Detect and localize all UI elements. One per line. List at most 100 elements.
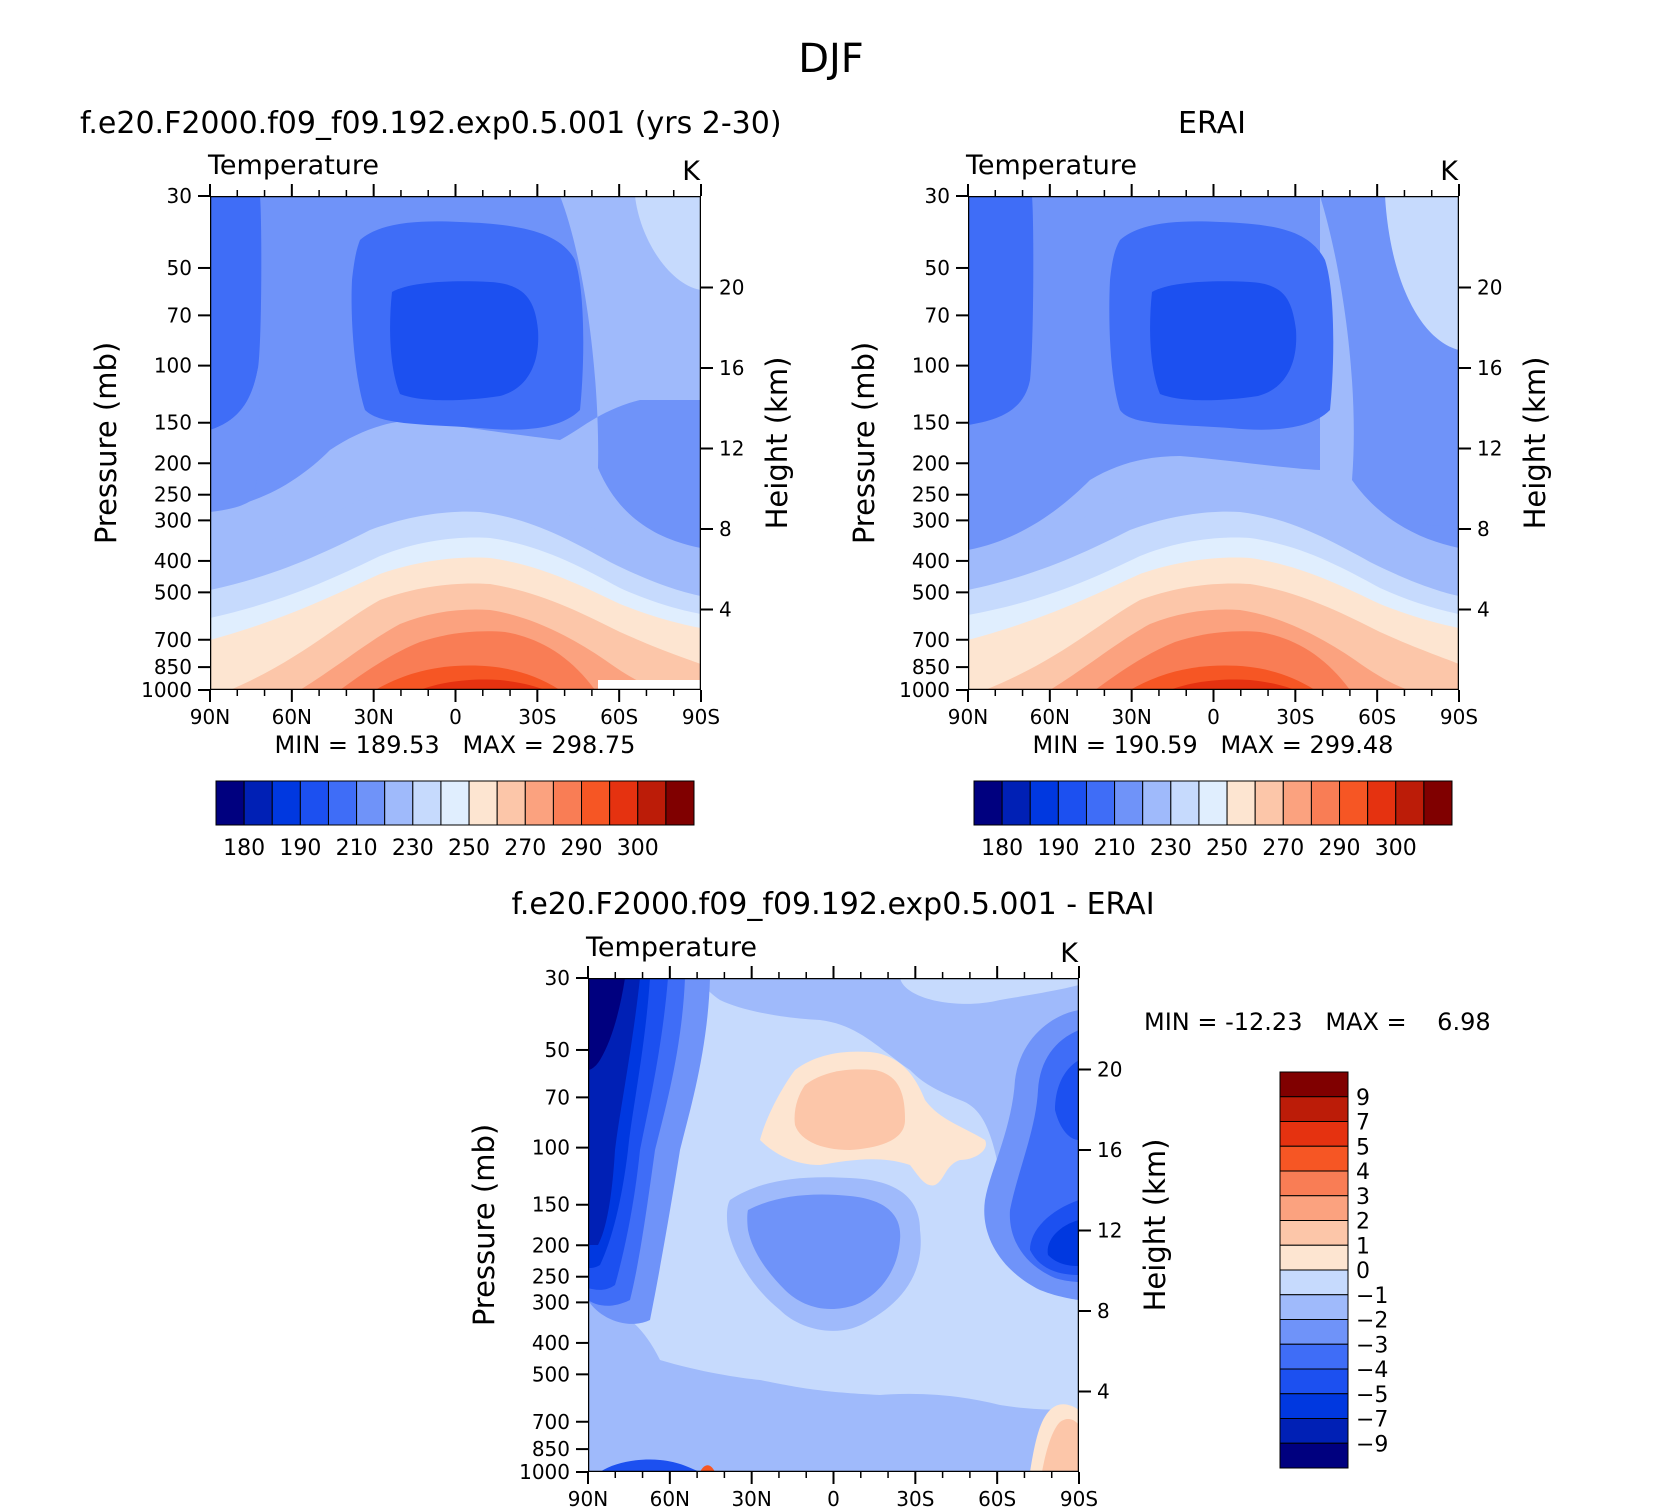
right-tick-label: 12 <box>719 436 744 460</box>
y-tick-label: 50 <box>167 256 192 280</box>
colorbar-label: −7 <box>1356 1408 1388 1433</box>
panel-diff-units: K <box>1060 938 1079 969</box>
colorbar-label: 5 <box>1356 1135 1370 1160</box>
x-tick-label: 0 <box>827 1487 840 1511</box>
x-tick-label: 90S <box>682 705 720 729</box>
x-tick-label: 60N <box>272 705 312 729</box>
colorbar-label: 300 <box>617 836 659 861</box>
y-tick-label: 70 <box>167 303 192 327</box>
colorbar-box <box>243 780 273 826</box>
panel-obs: ERAI Temperature K 90N 60N 30N 0 30S 60S 90S 30… <box>847 106 1552 861</box>
y-tick-label: 300 <box>532 1290 570 1314</box>
sh-surface-warm-2 <box>1042 1418 1079 1472</box>
colorbar-label: 230 <box>1150 836 1192 861</box>
colorbar-label: 290 <box>561 836 603 861</box>
colorbar-label: 190 <box>1037 836 1079 861</box>
colorbar-label: −9 <box>1356 1432 1388 1457</box>
panel-model-colorbar: 180 190 210 230 250 270 290 300 <box>215 780 695 861</box>
panel-model-ylabel-right: Height (km) <box>760 357 794 530</box>
right-tick-label: 8 <box>719 517 732 541</box>
panel-model-stats: MIN = 189.53 MAX = 298.75 <box>275 731 636 759</box>
y-tick-label: 200 <box>154 451 192 475</box>
right-tick-label: 20 <box>1097 1057 1122 1081</box>
y-tick-label: 250 <box>532 1265 570 1289</box>
nh-surface-cold <box>600 1459 700 1472</box>
nh-polar-cold-6 <box>588 978 625 1070</box>
x-tick-label: 90N <box>948 705 988 729</box>
y-tick-label: 100 <box>912 354 950 378</box>
colorbar-box <box>1282 780 1312 826</box>
y-tick-label: 30 <box>545 966 570 990</box>
y-tick-label: 1000 <box>519 1460 570 1484</box>
band-298 <box>1170 679 1295 690</box>
colorbar-box <box>1279 1442 1349 1469</box>
y-tick-label: 500 <box>532 1362 570 1386</box>
panel-obs-stats: MIN = 190.59 MAX = 299.48 <box>1033 731 1394 759</box>
colorbar-label: 190 <box>279 836 321 861</box>
panel-diff-axes: 90N 60N 30N 0 30S 60S 90S 30 50 70 100 150 200 250300… <box>519 966 1122 1511</box>
colorbar-box <box>468 780 498 826</box>
y-tick-label: 500 <box>912 580 950 604</box>
colorbar-box <box>1029 780 1059 826</box>
colorbar-box <box>1254 780 1284 826</box>
y-tick-label: 30 <box>925 184 950 208</box>
band-290 <box>1095 631 1350 690</box>
y-tick-label: 400 <box>532 1331 570 1355</box>
colorbar-box <box>1279 1121 1349 1147</box>
y-tick-label: 70 <box>925 303 950 327</box>
panel-model-units: K <box>682 156 701 187</box>
y-tick-label: 300 <box>912 508 950 532</box>
panel-model-axes: 90N 60N 30N 0 30S 60S 90S 30 50 70 100 150 200 250300… <box>141 184 744 729</box>
colorbar-box <box>1279 1244 1349 1271</box>
colorbar-box <box>271 780 301 826</box>
y-tick-label: 50 <box>545 1038 570 1062</box>
panel-diff-stats: MIN = -12.23 MAX = 6.98 <box>1144 1008 1491 1036</box>
panel-obs-subtitle: Temperature <box>965 150 1137 181</box>
colorbar-box <box>1142 780 1172 826</box>
colorbar-box <box>1226 780 1256 826</box>
panel-obs-ylabel-right: Height (km) <box>1518 357 1552 530</box>
right-tick-label: 12 <box>1477 436 1502 460</box>
x-tick-label: 0 <box>449 705 462 729</box>
colorbar-label: 300 <box>1375 836 1417 861</box>
y-tick-label: 500 <box>154 580 192 604</box>
panel-diff-title: f.e20.F2000.f09_f09.192.exp0.5.001 - ERA… <box>511 887 1154 922</box>
x-tick-label: 60S <box>1358 705 1396 729</box>
colorbar-box <box>1114 780 1144 826</box>
colorbar-box <box>356 780 386 826</box>
y-tick-label: 150 <box>532 1193 570 1217</box>
colorbar-box <box>299 780 329 826</box>
colorbar-box <box>1279 1071 1349 1098</box>
polar-cold-lobe <box>210 368 260 512</box>
colorbar-label: −2 <box>1356 1309 1388 1334</box>
panel-obs-units: K <box>1440 156 1459 187</box>
x-tick-label: 30S <box>518 705 556 729</box>
y-tick-label: 200 <box>912 451 950 475</box>
colorbar-box <box>1279 1220 1349 1246</box>
colorbar-box <box>1395 780 1425 826</box>
x-tick-label: 30N <box>731 1487 771 1511</box>
colorbar-box <box>1279 1096 1349 1122</box>
y-tick-label: 250 <box>912 483 950 507</box>
x-tick-label: 60S <box>600 705 638 729</box>
panel-model-ylabel: Pressure (mb) <box>89 342 123 544</box>
right-tick-label: 16 <box>719 356 744 380</box>
colorbar-box <box>384 780 414 826</box>
x-tick-label: 60N <box>650 1487 690 1511</box>
panel-obs-colorbar: 180 190 210 230 250 270 290 300 <box>973 780 1453 861</box>
y-tick-label: 400 <box>912 549 950 573</box>
colorbar-label: 210 <box>336 836 378 861</box>
right-tick-label: 12 <box>1097 1218 1122 1242</box>
x-tick-label: 30S <box>896 1487 934 1511</box>
colorbar-label: −4 <box>1356 1358 1388 1383</box>
y-tick-label: 50 <box>925 256 950 280</box>
y-tick-label: 1000 <box>141 678 192 702</box>
right-tick-label: 16 <box>1097 1138 1122 1162</box>
colorbar-box <box>609 780 639 826</box>
colorbar-box <box>1198 780 1228 826</box>
colorbar-box <box>1170 780 1200 826</box>
colorbar-box <box>1085 780 1116 826</box>
x-tick-label: 90S <box>1440 705 1478 729</box>
y-tick-label: 1000 <box>899 678 950 702</box>
